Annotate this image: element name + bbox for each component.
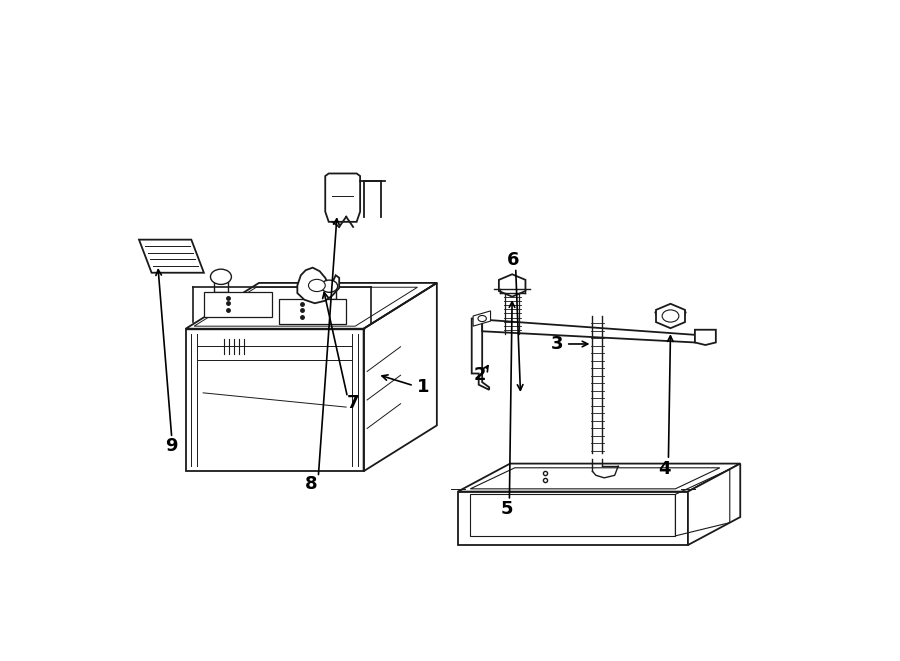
Circle shape bbox=[321, 280, 338, 292]
Polygon shape bbox=[139, 240, 204, 273]
Polygon shape bbox=[499, 274, 526, 297]
Polygon shape bbox=[695, 330, 716, 345]
Text: 7: 7 bbox=[346, 393, 359, 412]
Polygon shape bbox=[482, 319, 695, 342]
Polygon shape bbox=[688, 463, 740, 545]
Polygon shape bbox=[279, 299, 346, 324]
Polygon shape bbox=[364, 283, 436, 471]
Polygon shape bbox=[185, 283, 436, 329]
Polygon shape bbox=[655, 312, 686, 321]
Polygon shape bbox=[458, 492, 688, 545]
Circle shape bbox=[211, 269, 231, 284]
Polygon shape bbox=[656, 304, 685, 329]
Polygon shape bbox=[458, 463, 740, 492]
Text: 8: 8 bbox=[305, 475, 318, 493]
Text: 4: 4 bbox=[659, 459, 671, 478]
Circle shape bbox=[309, 280, 325, 292]
Polygon shape bbox=[473, 311, 491, 326]
Text: 3: 3 bbox=[552, 335, 563, 353]
Polygon shape bbox=[297, 268, 339, 303]
Polygon shape bbox=[204, 292, 272, 317]
Polygon shape bbox=[325, 173, 360, 222]
Text: 5: 5 bbox=[500, 500, 513, 518]
Text: 2: 2 bbox=[473, 366, 486, 383]
Text: 9: 9 bbox=[166, 437, 178, 455]
Text: 1: 1 bbox=[417, 378, 429, 396]
Polygon shape bbox=[185, 329, 364, 471]
Text: 6: 6 bbox=[507, 251, 519, 269]
Polygon shape bbox=[472, 319, 490, 390]
